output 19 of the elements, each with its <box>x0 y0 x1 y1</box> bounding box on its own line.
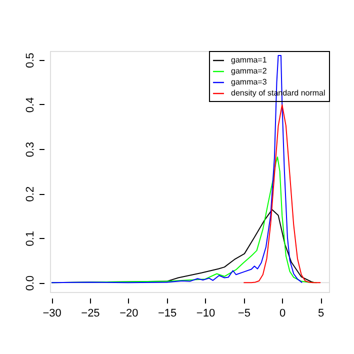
x-tick-label: 5 <box>318 308 324 320</box>
y-tick-label: 0.3 <box>24 142 36 158</box>
legend-label: gamma=1 <box>231 56 268 64</box>
x-tick-label: −15 <box>158 308 177 320</box>
y-tick-label: 0.5 <box>24 52 36 68</box>
legend-label: gamma=3 <box>231 78 268 86</box>
y-tick-label: 0.1 <box>24 230 36 246</box>
y-tick-label: 0.0 <box>24 275 36 291</box>
x-tick-label: 0 <box>280 308 286 320</box>
x-tick-label: −30 <box>42 308 62 320</box>
line-series <box>51 54 303 284</box>
y-tick-label: 0.2 <box>24 186 36 202</box>
legend-label: gamma=2 <box>231 66 268 76</box>
x-tick-label: −5 <box>238 308 250 320</box>
line-series <box>243 104 322 284</box>
x-tick-label: −25 <box>81 308 100 320</box>
x-tick-label: −10 <box>196 308 216 320</box>
x-tick-label: −20 <box>120 308 138 320</box>
y-tick-label: 0.4 <box>24 97 36 113</box>
